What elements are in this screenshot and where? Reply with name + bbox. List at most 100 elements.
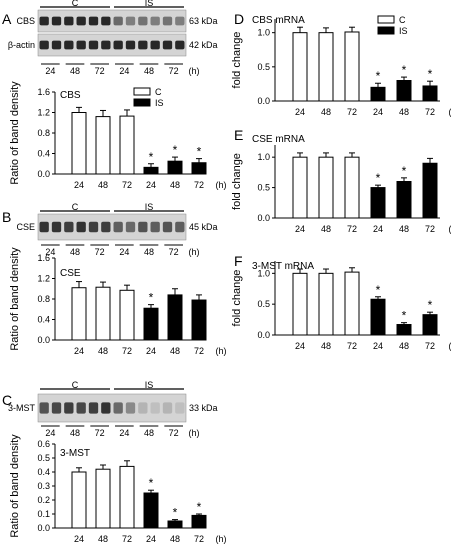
bar-is	[370, 298, 386, 336]
significance-mark: *	[376, 171, 381, 185]
y-tick-label: 0.1	[37, 509, 50, 519]
x-tick-label: 72	[347, 224, 357, 234]
band-kda: 42 kDa	[189, 40, 218, 50]
band-name: CSE	[16, 222, 35, 232]
blot-band	[76, 402, 86, 414]
lane-label: 72	[169, 66, 179, 76]
x-tick-label: 72	[194, 346, 204, 356]
blot-band	[162, 16, 173, 26]
x-tick-label: 24	[295, 224, 305, 234]
blot-band	[150, 16, 160, 26]
lane-unit-label: (h)	[189, 428, 200, 438]
x-tick-label: 48	[321, 224, 331, 234]
y-tick-label: 1.0	[257, 268, 270, 278]
blot-band	[51, 40, 62, 50]
significance-mark: *	[173, 506, 178, 520]
x-tick-label: 48	[399, 107, 409, 117]
bar-control	[344, 156, 360, 219]
x-tick-label: 24	[74, 180, 84, 190]
blot-band	[51, 221, 62, 233]
lane-label: 48	[70, 66, 80, 76]
blot-band	[175, 16, 185, 26]
blot-band	[101, 402, 111, 414]
blot-band	[150, 402, 160, 414]
x-unit-label: (h)	[216, 346, 227, 356]
significance-mark: *	[402, 164, 407, 178]
x-unit-label: (h)	[216, 180, 227, 190]
bar-is	[370, 187, 386, 219]
y-axis-label: fold change	[231, 32, 243, 89]
bar-control	[119, 465, 135, 529]
x-unit-label: (h)	[449, 341, 451, 351]
blot-band	[150, 40, 160, 50]
chart-cbs-mrna: 0.0 0.5 1.0 fold change CBS mRNA 24 48 72 * 24 * 48…	[231, 15, 451, 117]
lane-label: 72	[95, 247, 105, 257]
lane-label: 48	[144, 428, 154, 438]
panel-letter-a: A	[2, 11, 12, 27]
significance-mark: *	[428, 298, 433, 312]
bar-is	[422, 314, 438, 336]
group-label: IS	[145, 202, 154, 212]
y-tick-label: 1.2	[37, 108, 50, 118]
lane-label: 72	[169, 247, 179, 257]
lane-label: 48	[70, 428, 80, 438]
blot-band	[101, 40, 111, 50]
blot-band	[39, 16, 49, 26]
chart-title: CBS	[60, 90, 81, 101]
x-unit-label: (h)	[216, 534, 227, 544]
lane-label: 72	[95, 428, 105, 438]
x-tick-label: 72	[347, 341, 357, 351]
blot-band	[88, 16, 99, 26]
blot-band	[51, 402, 62, 414]
y-tick-label: 0.8	[37, 294, 50, 304]
bar-control	[318, 156, 334, 219]
bar-control	[119, 289, 135, 341]
y-tick-label: 0.2	[37, 495, 50, 505]
x-tick-label: 24	[295, 341, 305, 351]
bar-control	[71, 471, 87, 529]
bar-is	[191, 514, 207, 529]
bar-control	[344, 271, 360, 336]
bar-is	[422, 162, 438, 219]
blot-band	[76, 16, 86, 26]
bar-is	[167, 294, 183, 341]
y-tick-label: 0.5	[257, 62, 270, 72]
chart-title: 3-MST	[60, 448, 90, 459]
significance-mark: *	[402, 63, 407, 77]
blot-band	[101, 16, 111, 26]
y-tick-label: 0.5	[257, 183, 270, 193]
legend-swatch	[133, 98, 151, 107]
bar-is	[396, 80, 412, 102]
lane-label: 48	[144, 66, 154, 76]
significance-mark: *	[376, 69, 381, 83]
bar-control	[95, 286, 111, 341]
x-tick-label: 24	[295, 107, 305, 117]
bar-is	[191, 162, 207, 175]
bar-is	[370, 86, 386, 102]
blot-band	[138, 221, 148, 233]
blot-band	[175, 402, 185, 414]
y-tick-label: 1.0	[257, 28, 270, 38]
significance-mark: *	[402, 309, 407, 323]
blot-band	[138, 402, 148, 414]
y-tick-label: 1.6	[37, 87, 50, 97]
group-label: C	[72, 202, 79, 212]
blot-band	[88, 221, 99, 233]
y-axis-label: fold change	[231, 153, 243, 210]
blot-band	[113, 40, 123, 50]
bar-is	[191, 299, 207, 341]
y-tick-label: 0.5	[37, 453, 50, 463]
bar-is	[143, 166, 159, 175]
y-tick-label: 0.0	[37, 335, 50, 345]
bar-control	[95, 468, 111, 529]
y-tick-label: 0.0	[257, 330, 270, 340]
lane-label: 48	[144, 247, 154, 257]
blot-band	[39, 221, 49, 233]
bar-control	[292, 32, 308, 102]
blot-band	[64, 221, 74, 233]
y-tick-label: 0.0	[37, 523, 50, 533]
y-tick-label: 0.4	[37, 149, 50, 159]
group-label: C	[72, 0, 79, 8]
x-tick-label: 48	[98, 180, 108, 190]
